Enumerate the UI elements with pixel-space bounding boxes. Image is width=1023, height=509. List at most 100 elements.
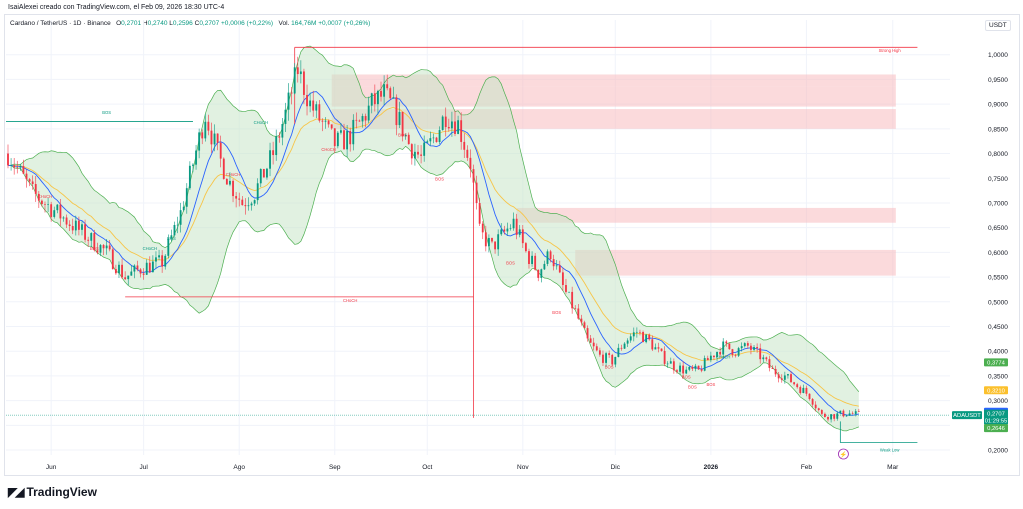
volume-value: 164,76M [291, 20, 317, 27]
candle-body [284, 109, 287, 125]
candle-body [703, 358, 706, 371]
candle-body [654, 347, 657, 350]
candle-body [158, 255, 160, 258]
candle-body [746, 343, 749, 346]
candle-body [487, 237, 490, 247]
candle-body [817, 408, 820, 411]
candle-body [777, 374, 780, 379]
candle-body [639, 331, 641, 333]
candle-body [589, 338, 592, 343]
structure-label: Strong High [879, 48, 902, 53]
candle-body [845, 415, 848, 417]
candle-body [494, 241, 497, 250]
candle-body [145, 262, 148, 275]
candle-body [441, 116, 444, 131]
candle-body [25, 173, 28, 180]
candle-body [676, 370, 678, 372]
candle-body [241, 199, 244, 206]
structure-label: BOS [682, 374, 691, 379]
low-label: L [169, 20, 173, 27]
price-tag-bg [984, 409, 1008, 418]
candle-body [383, 84, 386, 97]
y-tick-label: 0,2000 [988, 448, 1008, 455]
candle-body [780, 378, 783, 380]
candle-body [534, 255, 537, 270]
candle-body [491, 237, 493, 242]
candle-body [139, 269, 142, 274]
currency-button[interactable]: USDT [985, 20, 1011, 31]
y-tick-label: 0,3500 [988, 373, 1008, 380]
y-tick-label: 0,8500 [988, 126, 1008, 133]
candle-body [540, 269, 543, 278]
candle-body [608, 353, 611, 355]
candle-body [192, 164, 194, 166]
y-tick-label: 0,4500 [988, 324, 1008, 331]
symbol-title[interactable]: Cardano / TetherUS · 1D · Binance [10, 20, 111, 27]
candle-body [336, 132, 339, 147]
candle-body [71, 226, 74, 231]
candle-body [642, 332, 644, 343]
y-tick-label: 0,6500 [988, 225, 1008, 232]
symbol-legend: Cardano / TetherUS · 1D · Binance O 0,270… [10, 20, 370, 27]
candle-body [330, 124, 333, 129]
candle-body [287, 92, 290, 110]
candle-body [626, 340, 629, 344]
candle-body [771, 367, 774, 369]
candle-body [315, 104, 318, 111]
candle-body [155, 257, 157, 262]
price-tag-label: 0,3774 [987, 360, 1006, 366]
y-tick-label: 0,6000 [988, 250, 1008, 257]
candle-body [716, 351, 718, 358]
candle-body [521, 229, 524, 244]
candle-body [34, 184, 37, 194]
candle-body [207, 121, 210, 131]
candle-body [820, 410, 823, 414]
candle-body [306, 94, 308, 107]
x-tick-label: Nov [517, 464, 529, 471]
candle-body [586, 328, 589, 339]
structure-label: BOS [398, 132, 407, 137]
candle-body [531, 255, 533, 265]
candle-body [842, 410, 845, 417]
close-value: 0,2707 [199, 20, 220, 27]
candle-body [669, 361, 672, 364]
candle-body [346, 131, 349, 150]
structure-label: BOS [167, 236, 176, 241]
high-label: H [142, 20, 148, 27]
candle-body [432, 137, 435, 139]
candle-body [503, 229, 506, 232]
candle-body [629, 336, 632, 341]
y-tick-label: 0,9000 [988, 102, 1008, 109]
order-block-zone [331, 86, 896, 107]
candle-body [278, 136, 281, 138]
candle-body [645, 334, 648, 343]
lightning-icon: ⚡ [840, 451, 847, 459]
x-tick-label: Oct [422, 464, 432, 471]
candle-body [787, 374, 789, 376]
candle-body [574, 308, 577, 309]
high-value: 0,2740 [147, 20, 168, 27]
candle-body [290, 92, 293, 94]
candle-body [121, 264, 123, 278]
candle-body [256, 183, 259, 201]
candle-body [728, 343, 731, 350]
candle-body [377, 90, 379, 105]
candle-body [266, 168, 268, 178]
candle-body [444, 116, 447, 128]
open-label: O [116, 20, 122, 27]
candle-body [620, 347, 623, 349]
candle-body [435, 137, 438, 142]
candle-body [426, 141, 429, 143]
candle-body [232, 180, 234, 197]
candle-body [506, 228, 509, 232]
tradingview-logo[interactable]: ◤◢ TradingView [8, 485, 97, 499]
candle-body [127, 275, 130, 280]
candle-body [318, 104, 321, 121]
price-tag-label: 0,3210 [987, 388, 1005, 394]
candle-body [457, 120, 460, 134]
candle-body [700, 369, 703, 371]
candle-body [657, 347, 660, 349]
candle-body [833, 414, 836, 419]
candle-body [691, 366, 694, 369]
